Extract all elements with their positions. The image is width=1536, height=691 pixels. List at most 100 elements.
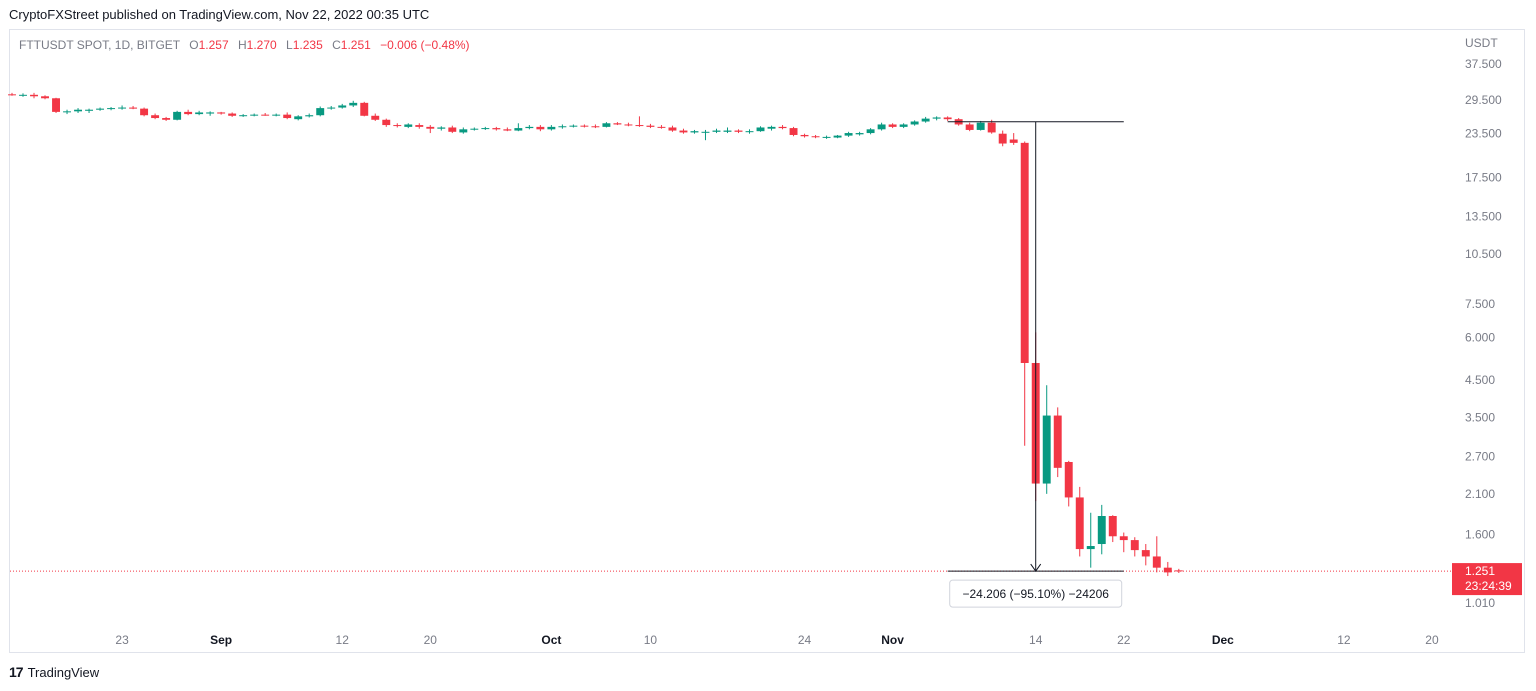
candle-body: [151, 115, 160, 119]
candle-body: [415, 125, 424, 127]
chart-pane[interactable]: [9, 29, 1525, 653]
candle-body: [382, 119, 391, 126]
measure-label-box: [949, 579, 1123, 608]
candle-body: [8, 94, 16, 96]
open-label: O: [189, 38, 199, 52]
candle-body: [745, 131, 754, 133]
x-tick-label: 23: [115, 633, 129, 647]
y-tick-label: 13.500: [1465, 209, 1502, 223]
measure-label: −24.206 (−95.10%) −24206: [962, 587, 1109, 601]
candle-body: [228, 113, 237, 116]
y-tick-label: 3.500: [1465, 411, 1495, 425]
candle-body: [679, 130, 688, 133]
candle-body: [1086, 546, 1095, 550]
candle-body: [712, 130, 721, 132]
candle-body: [1075, 497, 1084, 550]
y-tick-label: 7.500: [1465, 297, 1495, 311]
candle-body: [932, 117, 941, 119]
candle-body: [327, 107, 336, 109]
x-tick-label: Dec: [1212, 633, 1234, 647]
candle-body: [448, 127, 457, 132]
candle-body: [85, 109, 94, 111]
candle-body: [591, 126, 600, 128]
x-tick-label: 20: [424, 633, 438, 647]
y-tick-label: 10.500: [1465, 247, 1502, 261]
candle-body: [481, 128, 490, 130]
candle-body: [866, 129, 875, 134]
candle-body: [800, 134, 809, 137]
candle-body: [514, 128, 523, 131]
measure-arrow-icon: [1030, 563, 1042, 572]
close-label: C: [332, 38, 341, 52]
candle-body: [701, 131, 710, 133]
candle-body: [74, 109, 83, 112]
candle-body: [349, 102, 358, 106]
change-value: −0.006 (−0.48%): [380, 38, 470, 52]
candle-body: [668, 127, 677, 131]
candle-body: [525, 126, 534, 129]
candle-body: [811, 136, 820, 138]
candle-body: [1152, 556, 1161, 568]
candle-body: [129, 107, 138, 109]
candle-body: [338, 105, 347, 108]
footer-brand[interactable]: 17 TradingView: [9, 664, 99, 680]
candle-body: [1009, 139, 1018, 143]
x-tick-label: 12: [1337, 633, 1351, 647]
candle-body: [283, 114, 292, 119]
candle-body: [690, 131, 699, 133]
candle-body: [41, 96, 49, 99]
candle-body: [624, 124, 633, 126]
low-value: 1.235: [292, 38, 323, 52]
candle-body: [393, 125, 402, 127]
candle-body: [943, 117, 952, 120]
last-price-value: 1.251: [1465, 564, 1495, 578]
candle-body: [371, 115, 380, 120]
candle-body: [558, 126, 567, 128]
candle-body: [360, 102, 369, 116]
x-tick-label: Sep: [210, 633, 232, 647]
symbol-label: FTTUSDT SPOT, 1D, BITGET: [19, 38, 180, 52]
candle-body: [1108, 516, 1117, 537]
y-tick-label: 17.500: [1465, 171, 1502, 185]
y-tick-label: 1.600: [1465, 527, 1495, 541]
candle-body: [822, 136, 831, 138]
x-tick-label: Oct: [541, 633, 561, 647]
candle-body: [1097, 516, 1106, 545]
candle-body: [30, 94, 38, 97]
candle-body: [162, 118, 171, 120]
candle-body: [1130, 540, 1139, 551]
candle-body: [888, 124, 897, 127]
candle-body: [1020, 142, 1029, 363]
candle-body: [602, 123, 611, 127]
candle-body: [855, 133, 864, 135]
candle-body: [250, 114, 259, 116]
open-value: 1.257: [198, 38, 229, 52]
candle-body: [899, 124, 908, 127]
candle-body: [657, 126, 666, 128]
candle-body: [52, 98, 60, 112]
last-price-badge: [1452, 563, 1522, 596]
y-tick-label: 2.700: [1465, 449, 1495, 463]
candle-body: [965, 124, 974, 130]
candle-body: [580, 125, 589, 127]
candle-body: [1141, 550, 1150, 557]
candle-body: [492, 128, 501, 130]
candle-body: [140, 108, 149, 116]
tradingview-logo-icon: 17: [9, 664, 24, 680]
candle-body: [195, 112, 204, 115]
candle-body: [536, 126, 545, 130]
x-tick-label: 12: [336, 633, 350, 647]
candle-body: [404, 124, 413, 127]
y-tick-label: 4.500: [1465, 373, 1495, 387]
candle-body: [118, 107, 127, 109]
y-tick-label: 23.500: [1465, 127, 1502, 141]
x-tick-label: 14: [1029, 633, 1043, 647]
y-tick-label: 37.500: [1465, 57, 1502, 71]
candle-body: [96, 108, 105, 110]
candle-body: [173, 111, 182, 120]
close-value: 1.251: [340, 38, 371, 52]
candle-body: [261, 114, 270, 116]
candle-body: [547, 126, 556, 130]
candle-body: [987, 122, 996, 133]
